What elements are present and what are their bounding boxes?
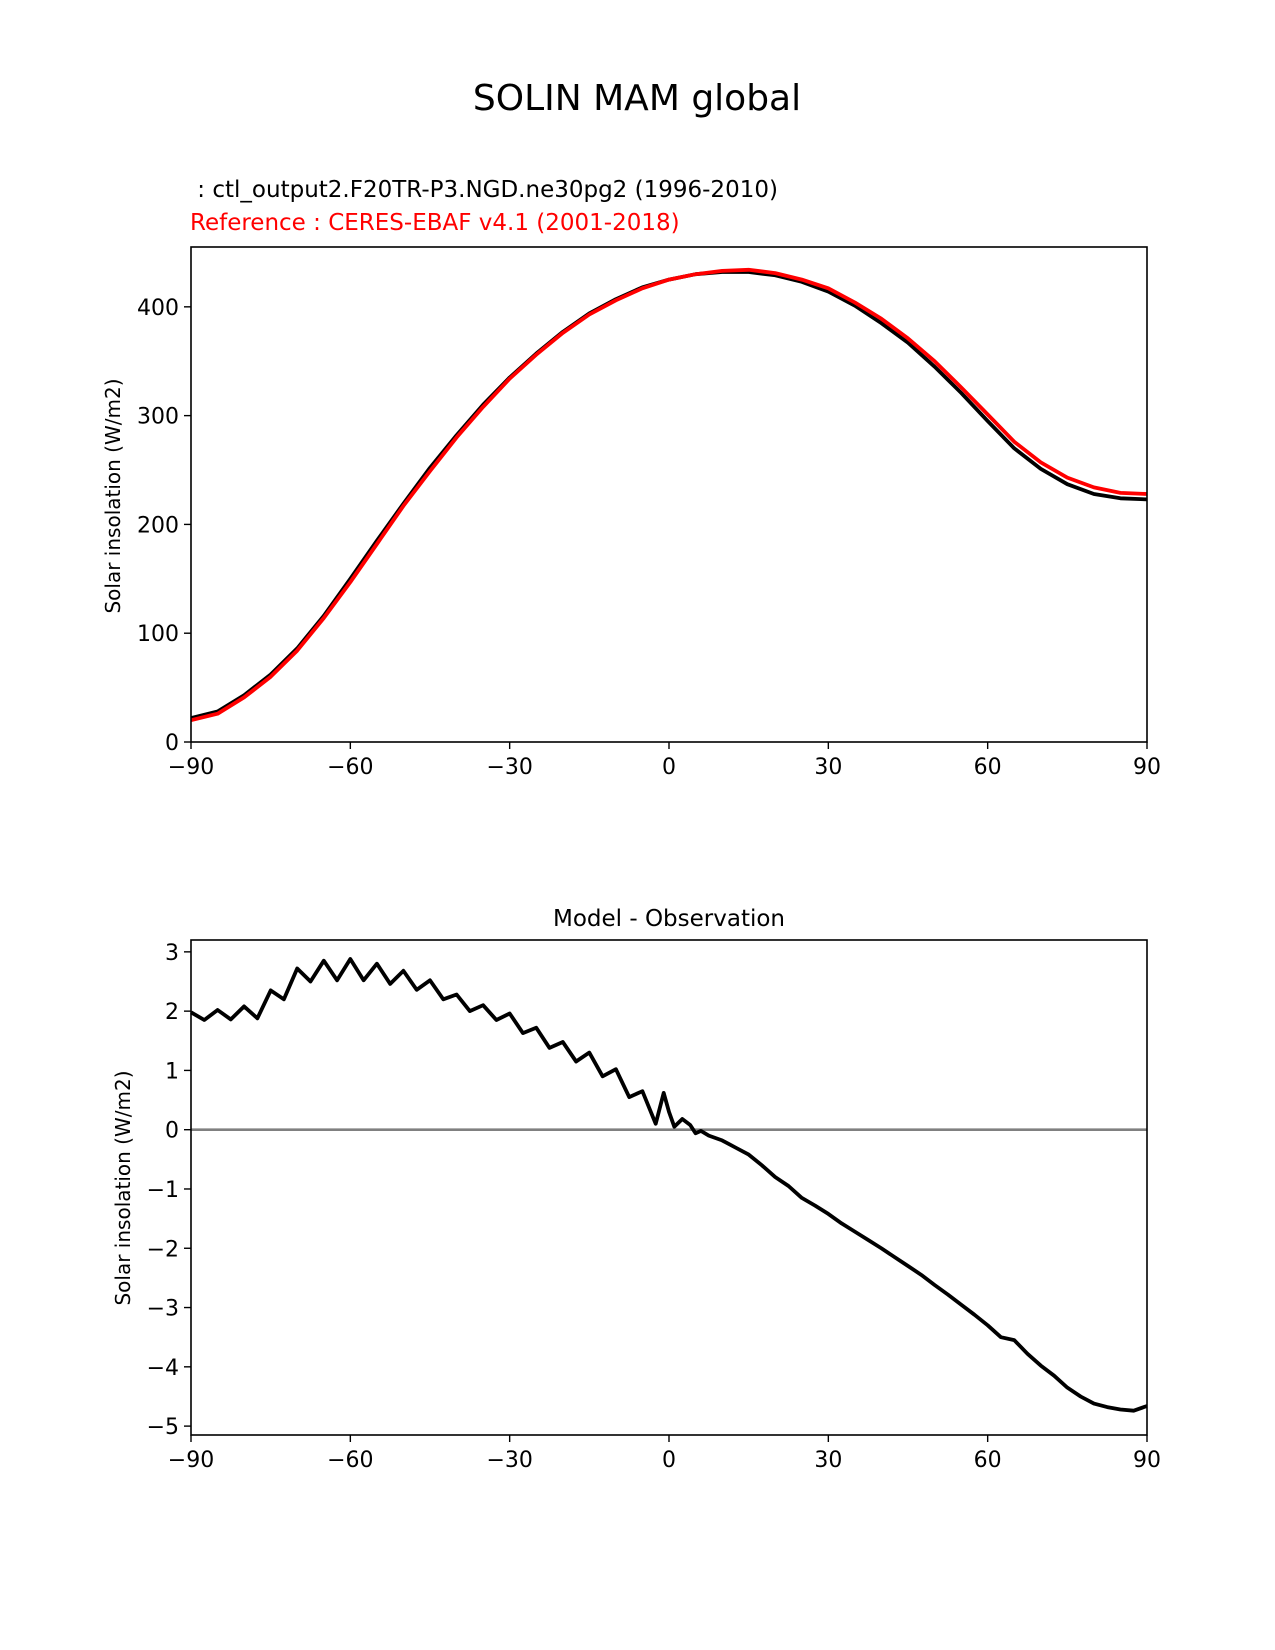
main-chart-xtick-label: 30 [814,755,842,780]
main-chart-xtick-label: −90 [168,755,214,780]
test-label: : ctl_output2.F20TR-P3.NGD.ne30pg2 (1996… [190,177,778,203]
main-chart-series [190,267,1148,723]
diff-chart-xtick-label: 60 [974,1448,1002,1473]
main-chart-xtick-label: −30 [486,755,532,780]
diff-chart-xtick-label: 0 [662,1448,676,1473]
main-chart-xtick-label: 60 [974,755,1002,780]
reference-label: Reference : CERES-EBAF v4.1 (2001-2018) [190,210,680,236]
series-line-reference [190,267,1148,723]
figure-title: SOLIN MAM global [473,78,801,119]
main-chart-xtick-label: 90 [1133,755,1161,780]
diff-chart-axes: −90 −60 −30 0 30 60 90 −5 −4 −3 −2 −1 0 1 2 3 [147,941,1161,1473]
main-chart-ytick-label: 300 [137,405,179,430]
diff-chart-frame [190,939,1148,1436]
series-line-test [190,270,1148,720]
main-chart-axes: −90 −60 −30 0 30 60 90 0 100 200 300 400 [137,296,1161,780]
diff-chart-xtick-label: −90 [168,1448,214,1473]
diff-chart-xtick-label: −60 [327,1448,373,1473]
diff-chart-panel: Model - Observation Solar insolation (W/… [111,906,1161,1473]
diff-chart-ytick-label: −2 [147,1237,179,1262]
main-chart-ylabel: Solar insolation (W/m2) [101,378,125,613]
diff-chart-ytick-label: 1 [165,1059,179,1084]
diff-chart-ytick-label: −3 [147,1297,179,1322]
main-chart-panel: Solar insolation (W/m2) −90 −60 −30 0 30 60 90… [101,246,1161,780]
main-chart-ytick-label: 0 [165,731,179,756]
diff-chart-ytick-label: 0 [165,1119,179,1144]
diff-chart-ytick-label: −5 [147,1415,179,1440]
main-chart-frame [190,246,1148,743]
diff-chart-series [190,957,1148,1413]
main-chart-ytick-label: 100 [137,622,179,647]
main-chart-xtick-label: −60 [327,755,373,780]
diff-chart-title: Model - Observation [553,906,785,932]
diff-chart-xtick-label: −30 [486,1448,532,1473]
main-chart-xtick-label: 0 [662,755,676,780]
diff-chart-ytick-label: 2 [165,1000,179,1025]
diff-chart-ytick-label: 3 [165,941,179,966]
diff-chart-ylabel: Solar insolation (W/m2) [111,1070,135,1305]
main-chart-ytick-label: 200 [137,513,179,538]
diff-chart-ytick-label: −1 [147,1178,179,1203]
main-chart-ytick-label: 400 [137,296,179,321]
series-line-difference [190,957,1148,1413]
diff-chart-xtick-label: 90 [1133,1448,1161,1473]
diff-chart-ytick-label: −4 [147,1356,179,1381]
diff-chart-xtick-label: 30 [814,1448,842,1473]
